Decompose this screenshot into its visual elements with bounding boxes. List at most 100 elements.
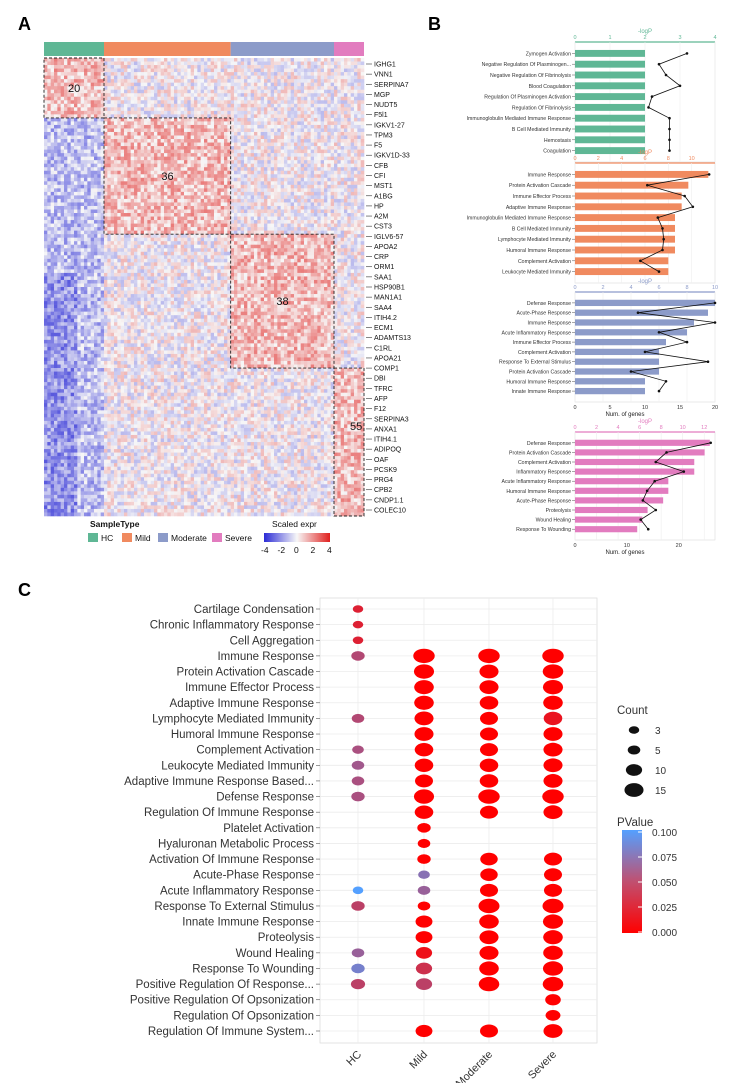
- heatmap-cell: [277, 237, 281, 242]
- heatmap-cell: [324, 167, 328, 172]
- heatmap-cell: [207, 110, 211, 115]
- heatmap-cell: [104, 230, 108, 235]
- heatmap-cell: [150, 146, 155, 150]
- heatmap-cell: [50, 93, 55, 98]
- heatmap-cell: [110, 220, 115, 224]
- heatmap-cell: [204, 156, 208, 161]
- heatmap-cell: [347, 96, 351, 101]
- heatmap-cell: [110, 177, 115, 182]
- heatmap-cell: [197, 205, 201, 210]
- heatmap-cell: [354, 75, 358, 80]
- heatmap-cell: [260, 153, 265, 157]
- heatmap-cell: [77, 121, 81, 126]
- heatmap-cell: [214, 163, 218, 168]
- heatmap-cell: [247, 58, 251, 62]
- heatmap-cell: [254, 234, 258, 238]
- heatmap-cell: [124, 110, 128, 115]
- heatmap-cell: [117, 114, 121, 119]
- heatmap-cell: [310, 213, 315, 217]
- heatmap-cell: [274, 205, 278, 210]
- heatmap-cell: [250, 167, 255, 172]
- heatmap-cell: [64, 72, 68, 76]
- heatmap-cell: [247, 142, 251, 147]
- heatmap-cell: [94, 220, 98, 224]
- heatmap-cell: [100, 114, 105, 119]
- heatmap-cell: [170, 100, 175, 105]
- heatmap-cell: [300, 121, 305, 126]
- heatmap-cell: [54, 237, 58, 242]
- heatmap-cell: [77, 96, 81, 101]
- heatmap-cell: [337, 227, 341, 231]
- heatmap-cell: [120, 195, 125, 200]
- heatmap-cell: [154, 93, 158, 98]
- heatmap-cell: [204, 205, 208, 210]
- heatmap-cell: [327, 174, 331, 179]
- heatmap-cell: [60, 149, 65, 154]
- heatmap-cell: [130, 89, 135, 94]
- heatmap-cell: [74, 72, 78, 76]
- heatmap-cell: [310, 124, 315, 129]
- heatmap-cell: [94, 114, 98, 119]
- heatmap-cell: [330, 68, 335, 73]
- heatmap-cell: [44, 86, 48, 90]
- heatmap-cell: [94, 177, 98, 182]
- heatmap-cell: [134, 198, 138, 203]
- heatmap-cell: [274, 146, 278, 150]
- heatmap-cell: [237, 93, 241, 98]
- heatmap-cell: [230, 174, 235, 179]
- heatmap-cell: [307, 227, 311, 231]
- heatmap-cell: [324, 75, 328, 80]
- heatmap-cell: [304, 181, 308, 186]
- heatmap-cell: [210, 216, 215, 221]
- heatmap-cell: [264, 96, 268, 101]
- heatmap-cell: [257, 191, 261, 196]
- heatmap-cell: [197, 153, 201, 157]
- heatmap-cell: [67, 128, 71, 133]
- heatmap-cell: [360, 237, 365, 242]
- heatmap-cell: [160, 181, 165, 186]
- heatmap-cell: [344, 142, 348, 147]
- heatmap-cell: [304, 234, 308, 238]
- heatmap-cell: [200, 75, 205, 80]
- heatmap-cell: [314, 223, 318, 228]
- heatmap-cell: [90, 135, 95, 140]
- heatmap-cell: [100, 58, 105, 62]
- heatmap-cell: [180, 170, 185, 175]
- heatmap-cell: [310, 227, 315, 231]
- heatmap-cell: [347, 142, 351, 147]
- heatmap-cell: [334, 131, 338, 136]
- heatmap-cell: [217, 131, 221, 136]
- heatmap-cell: [94, 146, 98, 150]
- heatmap-cell: [227, 124, 231, 129]
- heatmap-cell: [297, 167, 301, 172]
- heatmap-cell: [357, 86, 361, 90]
- heatmap-cell: [217, 58, 221, 62]
- heatmap-cell: [114, 79, 118, 83]
- heatmap-cell: [210, 177, 215, 182]
- heatmap-cell: [104, 86, 108, 90]
- heatmap-cell: [124, 234, 128, 238]
- heatmap-cell: [124, 163, 128, 168]
- heatmap-cell: [230, 75, 235, 80]
- heatmap-cell: [144, 156, 148, 161]
- heatmap-cell: [274, 131, 278, 136]
- heatmap-cell: [307, 72, 311, 76]
- heatmap-cell: [47, 160, 51, 164]
- heatmap-cell: [304, 146, 308, 150]
- heatmap-cell: [234, 139, 238, 143]
- heatmap-cell: [240, 156, 245, 161]
- heatmap-cell: [110, 107, 115, 112]
- heatmap-cell: [300, 142, 305, 147]
- heatmap-cell: [244, 135, 248, 140]
- heatmap-cell: [207, 128, 211, 133]
- heatmap-cell: [244, 209, 248, 214]
- heatmap-cell: [87, 184, 91, 189]
- heatmap-cell: [140, 128, 145, 133]
- heatmap-cell: [200, 93, 205, 98]
- heatmap-cell: [290, 89, 295, 94]
- heatmap-cell: [174, 72, 178, 76]
- heatmap-cell: [124, 160, 128, 164]
- heatmap-cell: [67, 156, 71, 161]
- heatmap-cell: [57, 184, 61, 189]
- heatmap-cell: [347, 124, 351, 129]
